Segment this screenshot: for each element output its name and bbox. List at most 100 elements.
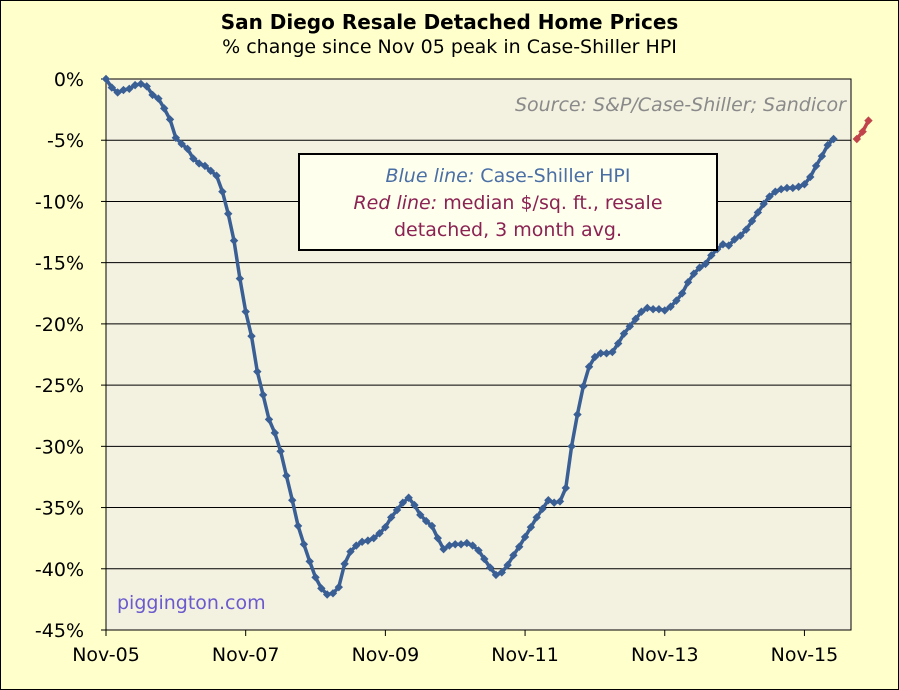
data-point-0 bbox=[730, 235, 739, 244]
data-point-0 bbox=[410, 500, 419, 510]
data-point-0 bbox=[171, 133, 181, 142]
data-point-0 bbox=[765, 192, 774, 201]
data-point-0 bbox=[625, 322, 635, 331]
data-point-0 bbox=[340, 559, 349, 569]
data-point-0 bbox=[183, 144, 192, 153]
chart-title: San Diego Resale Detached Home Prices bbox=[220, 10, 679, 34]
data-point-0 bbox=[776, 185, 786, 194]
data-point-0 bbox=[177, 139, 186, 149]
data-point-0 bbox=[823, 140, 832, 150]
x-tick-label: Nov-05 bbox=[72, 644, 140, 666]
data-point-0 bbox=[806, 172, 815, 182]
data-point-0 bbox=[672, 296, 681, 305]
legend-blue-text: Case-Shiller HPI bbox=[474, 165, 631, 187]
x-tick-label: Nov-09 bbox=[352, 644, 420, 666]
data-point-0 bbox=[619, 329, 629, 338]
data-point-0 bbox=[747, 216, 757, 226]
data-point-0 bbox=[613, 339, 623, 348]
data-point-0 bbox=[643, 303, 652, 313]
y-tick-label: -45% bbox=[35, 620, 84, 642]
data-point-0 bbox=[224, 209, 233, 218]
data-point-0 bbox=[130, 80, 140, 90]
data-point-0 bbox=[549, 498, 559, 507]
legend-blue-line: Blue line: Case-Shiller HPI bbox=[300, 163, 716, 190]
legend-box: Blue line: Case-Shiller HPI Red line: me… bbox=[298, 153, 718, 251]
data-point-0 bbox=[509, 551, 518, 560]
data-point-0 bbox=[678, 289, 687, 298]
data-point-0 bbox=[590, 352, 600, 362]
data-point-0 bbox=[660, 306, 669, 315]
data-point-0 bbox=[253, 367, 262, 376]
data-point-0 bbox=[317, 584, 326, 593]
data-point-0 bbox=[742, 225, 751, 234]
data-point-0 bbox=[596, 349, 605, 358]
data-point-0 bbox=[456, 540, 466, 549]
data-point-0 bbox=[235, 274, 245, 283]
data-point-0 bbox=[398, 498, 408, 507]
legend-red-text: median $/sq. ft., resale detached, 3 mon… bbox=[394, 192, 663, 241]
data-point-0 bbox=[520, 532, 530, 542]
y-tick-label: -35% bbox=[35, 498, 84, 520]
data-point-0 bbox=[485, 563, 495, 572]
data-point-0 bbox=[631, 314, 640, 324]
data-point-0 bbox=[229, 236, 239, 245]
data-point-0 bbox=[445, 541, 454, 550]
data-point-0 bbox=[579, 382, 588, 391]
data-point-0 bbox=[491, 570, 501, 580]
data-point-0 bbox=[474, 546, 483, 555]
data-point-0 bbox=[532, 513, 541, 522]
y-tick-label: -30% bbox=[35, 436, 84, 458]
data-point-0 bbox=[386, 513, 396, 522]
data-point-0 bbox=[718, 240, 728, 249]
data-point-0 bbox=[538, 504, 547, 513]
data-point-0 bbox=[357, 537, 367, 547]
data-point-0 bbox=[416, 510, 425, 520]
data-point-0 bbox=[683, 278, 693, 287]
data-point-0 bbox=[811, 161, 821, 171]
data-point-0 bbox=[503, 560, 512, 570]
x-tick-label: Nov-07 bbox=[212, 644, 280, 666]
data-point-0 bbox=[276, 447, 285, 456]
data-point-0 bbox=[736, 231, 745, 240]
data-point-0 bbox=[369, 533, 378, 543]
data-point-0 bbox=[468, 541, 477, 550]
data-point-0 bbox=[212, 171, 221, 180]
legend-red-prefix: Red line: bbox=[353, 192, 438, 214]
y-tick-label: -15% bbox=[35, 253, 84, 275]
data-point-0 bbox=[264, 415, 274, 424]
data-point-0 bbox=[666, 302, 675, 311]
data-point-0 bbox=[782, 183, 792, 193]
data-point-0 bbox=[363, 536, 373, 545]
x-tick-label: Nov-13 bbox=[631, 644, 699, 666]
data-point-0 bbox=[334, 582, 344, 592]
data-point-0 bbox=[753, 208, 763, 217]
data-point-0 bbox=[421, 516, 431, 526]
data-point-1 bbox=[852, 134, 862, 144]
data-point-0 bbox=[637, 307, 646, 316]
data-point-0 bbox=[788, 183, 797, 193]
data-point-0 bbox=[375, 529, 384, 538]
x-tick-label: Nov-11 bbox=[491, 644, 559, 666]
data-point-0 bbox=[328, 589, 338, 598]
y-tick-label: 0% bbox=[54, 69, 84, 91]
data-point-0 bbox=[759, 199, 768, 209]
data-point-0 bbox=[352, 541, 361, 550]
y-tick-label: -5% bbox=[47, 130, 84, 152]
data-point-0 bbox=[584, 362, 594, 371]
data-point-0 bbox=[311, 573, 320, 582]
data-point-0 bbox=[654, 304, 664, 314]
data-point-0 bbox=[567, 442, 576, 451]
data-point-0 bbox=[561, 483, 571, 493]
data-point-0 bbox=[724, 241, 733, 250]
data-point-0 bbox=[526, 522, 536, 532]
data-point-0 bbox=[282, 471, 291, 480]
data-point-0 bbox=[427, 521, 437, 531]
data-point-0 bbox=[160, 104, 169, 113]
data-point-0 bbox=[206, 166, 215, 176]
data-point-0 bbox=[125, 84, 134, 93]
y-tick-label: -20% bbox=[35, 314, 84, 336]
data-point-0 bbox=[433, 533, 442, 543]
data-point-0 bbox=[241, 307, 250, 316]
chart-subtitle: % change since Nov 05 peak in Case-Shill… bbox=[222, 36, 677, 58]
data-point-0 bbox=[305, 557, 314, 566]
